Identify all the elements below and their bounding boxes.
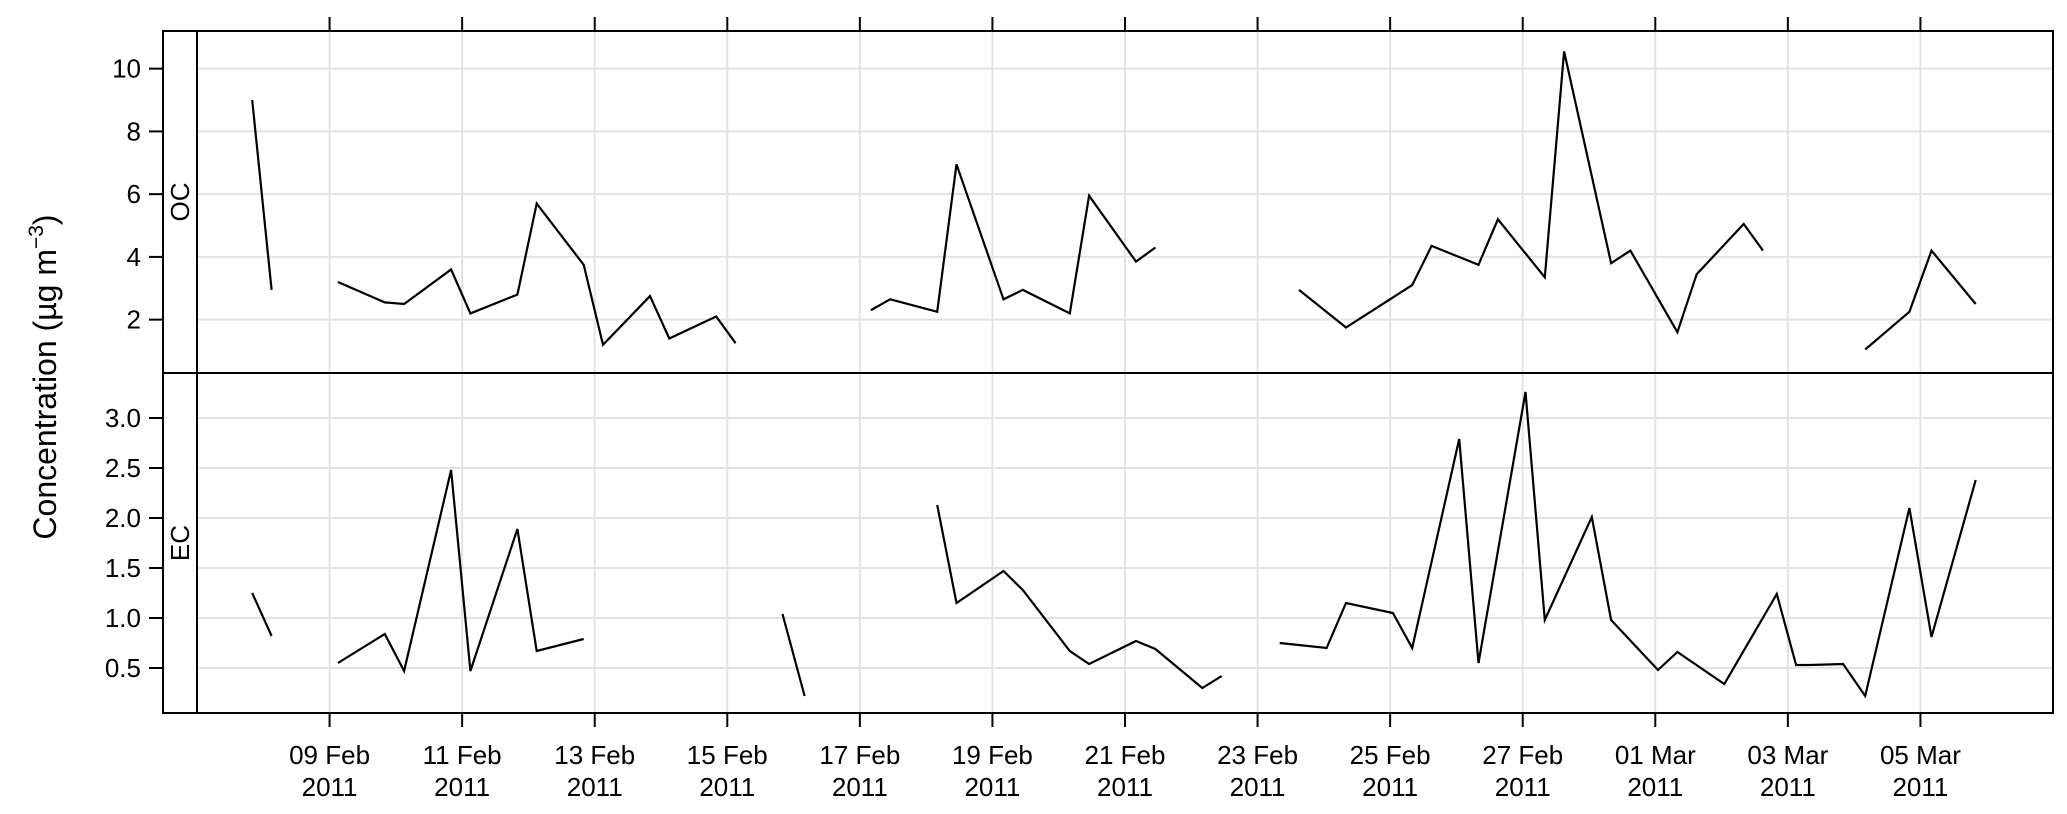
x-tick-label: 27 Feb [1482, 740, 1563, 770]
y-tick-label: 0.5 [105, 653, 141, 683]
y-tick-label: 10 [112, 54, 141, 84]
y-tick-label: 2.0 [105, 503, 141, 533]
x-tick-label: 17 Feb [819, 740, 900, 770]
y-axis-title: Concentration (µg m−3) [25, 214, 63, 539]
x-tick-label: 13 Feb [554, 740, 635, 770]
y-axis-title-main: Concentration (µg m [27, 249, 63, 540]
ec-series-line [251, 592, 273, 637]
y-tick-label: 3.0 [105, 403, 141, 433]
y-axis-title-close: ) [27, 214, 63, 225]
x-tick-year-label: 2011 [964, 772, 1020, 802]
x-tick-year-label: 2011 [1230, 772, 1286, 802]
oc-series-line [1864, 248, 1977, 351]
ec-series-line [337, 469, 584, 675]
x-tick-label: 11 Feb [423, 740, 502, 770]
panel-strip-label: EC [165, 525, 195, 561]
frame-layer: OC EC [162, 30, 2054, 714]
x-tick-year-label: 2011 [1097, 772, 1153, 802]
x-tick-year-label: 2011 [1495, 772, 1551, 802]
y-tick-label: 4 [127, 242, 141, 272]
x-tick-label: 09 Feb [289, 740, 370, 770]
oc-series-line [337, 201, 737, 348]
x-tick-label: 23 Feb [1217, 740, 1298, 770]
oc-series-line [870, 163, 1157, 316]
x-tick-label: 25 Feb [1350, 740, 1431, 770]
x-tick-label: 21 Feb [1085, 740, 1166, 770]
x-tick-year-label: 2011 [1627, 772, 1683, 802]
oc-series-line [251, 99, 273, 291]
x-tick-label: 01 Mar [1615, 740, 1696, 770]
y-tick-label: 1.0 [105, 603, 141, 633]
x-tick-year-label: 2011 [1362, 772, 1418, 802]
ec-series-line [1279, 391, 1977, 699]
series-layer [251, 51, 1977, 699]
x-tick-year-label: 2011 [567, 772, 623, 802]
y-tick-label: 8 [127, 116, 141, 146]
x-tick-year-label: 2011 [832, 772, 888, 802]
y-tick-label: 2.5 [105, 453, 141, 483]
y-tick-label: 1.5 [105, 553, 141, 583]
x-tick-label: 19 Feb [952, 740, 1033, 770]
x-tick-label: 15 Feb [687, 740, 768, 770]
y-tick-label: 2 [127, 305, 141, 335]
x-tick-year-label: 2011 [302, 772, 358, 802]
ec-series-line [936, 504, 1223, 690]
x-tick-year-label: 2011 [699, 772, 755, 802]
y-tick-label: 6 [127, 179, 141, 209]
x-tick-year-label: 2011 [1892, 772, 1948, 802]
x-tick-year-label: 2011 [1760, 772, 1816, 802]
y-axis-title-superscript: −3 [25, 225, 48, 249]
x-tick-label: 03 Mar [1747, 740, 1828, 770]
x-tick-year-label: 2011 [434, 772, 490, 802]
panel-strip-label: OC [165, 183, 195, 222]
x-tick-label: 05 Mar [1880, 740, 1961, 770]
ec-series-line [781, 613, 806, 697]
oc-series-line [1298, 51, 1764, 335]
